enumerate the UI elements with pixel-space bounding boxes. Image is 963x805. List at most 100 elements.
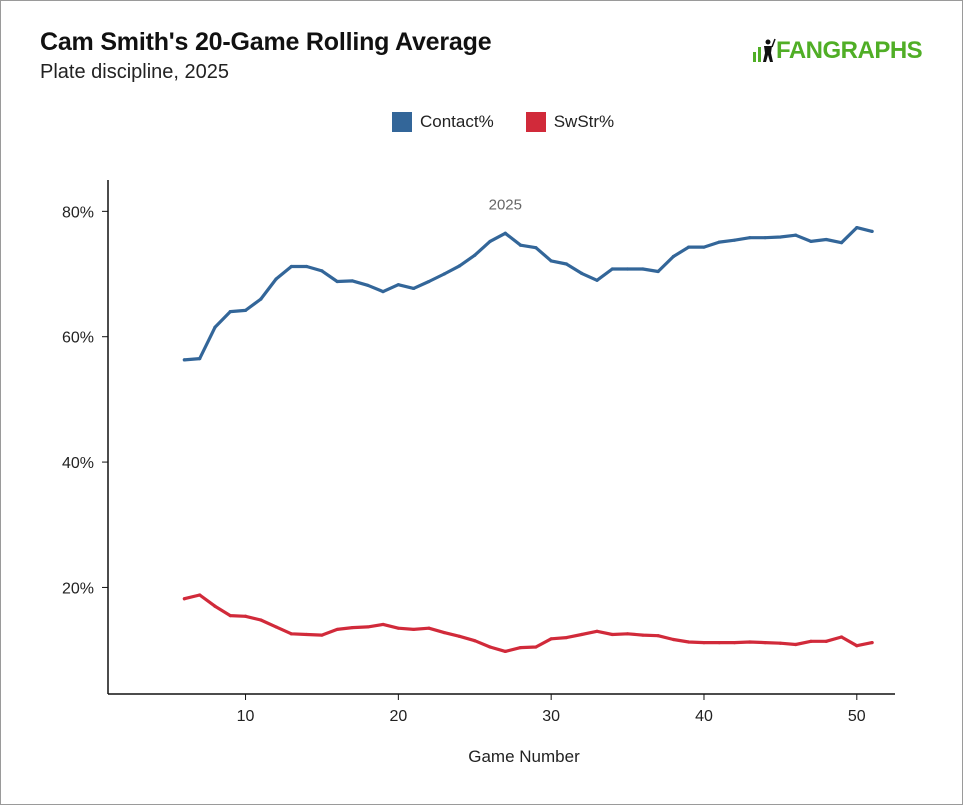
- data-point-swstr: [427, 626, 431, 630]
- y-tick-label: 20%: [62, 580, 94, 597]
- data-point-swstr: [580, 632, 584, 637]
- series-line-swstr: [182, 593, 874, 653]
- x-tick-label: 40: [695, 708, 713, 725]
- data-point-contact: [412, 286, 416, 291]
- legend-label-swstr: SwStr%: [553, 112, 615, 131]
- batter-silhouette-icon: [753, 38, 776, 62]
- data-point-contact: [335, 279, 339, 284]
- legend-label-contact: Contact%: [420, 112, 494, 131]
- data-point-swstr: [320, 633, 324, 637]
- data-point-contact: [503, 231, 507, 235]
- x-tick-label: 10: [237, 708, 255, 725]
- data-point-contact: [473, 253, 477, 257]
- data-point-swstr: [213, 604, 217, 608]
- data-point-swstr: [198, 593, 202, 597]
- data-point-swstr: [610, 632, 614, 637]
- data-point-swstr: [794, 642, 798, 647]
- data-point-swstr: [457, 634, 462, 638]
- data-point-swstr: [824, 639, 828, 643]
- y-tick-label: 80%: [62, 204, 94, 221]
- data-point-contact: [320, 269, 324, 273]
- data-point-contact: [778, 235, 782, 239]
- data-point-contact: [534, 246, 538, 250]
- data-point-swstr: [717, 641, 721, 645]
- data-point-swstr: [259, 618, 263, 622]
- chart-title: Cam Smith's 20-Game Rolling Average: [40, 28, 492, 56]
- data-point-contact: [381, 289, 385, 294]
- data-point-swstr: [656, 634, 660, 638]
- y-tick-label: 40%: [62, 455, 94, 472]
- data-point-swstr: [702, 641, 706, 645]
- data-point-swstr: [412, 627, 416, 632]
- data-point-contact: [396, 283, 400, 287]
- data-point-swstr: [488, 645, 492, 649]
- fangraphs-logo[interactable]: FANGRAPHS: [752, 37, 923, 64]
- data-point-swstr: [366, 625, 370, 629]
- data-point-contact: [702, 245, 706, 249]
- legend-swatch-swstr: [525, 112, 546, 132]
- data-point-contact: [671, 254, 676, 259]
- data-point-contact: [366, 283, 370, 287]
- legend: Contact% SwStr%: [392, 112, 646, 132]
- chart-subtitle: Plate discipline, 2025: [40, 61, 230, 83]
- data-point-contact: [824, 237, 828, 242]
- data-point-swstr: [182, 597, 187, 601]
- legend-item-swstr[interactable]: SwStr%: [525, 112, 615, 132]
- data-point-contact: [580, 271, 584, 275]
- data-point-swstr: [335, 627, 339, 632]
- data-point-contact: [228, 310, 232, 314]
- data-point-swstr: [748, 640, 752, 644]
- data-point-swstr: [870, 641, 874, 645]
- data-point-swstr: [381, 622, 385, 627]
- data-point-swstr: [641, 633, 645, 637]
- data-point-swstr: [839, 635, 844, 639]
- season-annotation: 2025: [489, 196, 522, 213]
- data-point-contact: [564, 262, 569, 266]
- series-line-contact: [182, 226, 874, 362]
- data-point-contact: [427, 279, 431, 284]
- data-point-swstr: [549, 637, 553, 641]
- data-point-contact: [549, 259, 553, 263]
- data-point-contact: [457, 264, 462, 268]
- data-point-swstr: [732, 641, 737, 645]
- data-point-swstr: [350, 625, 355, 630]
- data-point-swstr: [625, 632, 630, 636]
- data-point-contact: [870, 229, 874, 233]
- data-point-contact: [289, 264, 293, 269]
- data-point-contact: [763, 236, 767, 240]
- data-point-contact: [732, 238, 737, 242]
- data-point-contact: [243, 308, 248, 312]
- data-point-swstr: [305, 632, 309, 637]
- data-point-contact: [259, 297, 263, 301]
- legend-item-contact[interactable]: Contact%: [392, 112, 494, 132]
- data-point-swstr: [855, 644, 859, 648]
- data-point-contact: [748, 236, 752, 240]
- data-point-contact: [839, 241, 844, 245]
- data-point-contact: [656, 269, 660, 274]
- legend-swatch-contact: [392, 112, 412, 132]
- data-point-contact: [182, 358, 187, 362]
- data-point-contact: [274, 277, 278, 281]
- data-point-swstr: [228, 614, 232, 618]
- y-tick-label: 60%: [62, 330, 94, 347]
- data-point-contact: [687, 245, 691, 249]
- x-axis-label: Game Number: [468, 747, 580, 766]
- data-point-contact: [625, 267, 630, 271]
- data-point-swstr: [763, 641, 767, 645]
- data-point-swstr: [503, 649, 507, 653]
- data-point-contact: [717, 240, 721, 244]
- data-point-swstr: [809, 639, 813, 643]
- x-tick-label: 50: [848, 708, 866, 725]
- data-point-swstr: [671, 637, 676, 642]
- data-point-swstr: [289, 632, 293, 636]
- data-point-swstr: [564, 635, 569, 640]
- logo-wordmark: FANGRAPHS: [776, 37, 923, 64]
- x-tick-label: 30: [542, 708, 560, 725]
- x-tick-label: 20: [389, 708, 407, 725]
- data-point-swstr: [442, 630, 446, 635]
- data-point-swstr: [473, 639, 477, 643]
- data-point-contact: [519, 243, 523, 247]
- data-point-contact: [855, 226, 859, 230]
